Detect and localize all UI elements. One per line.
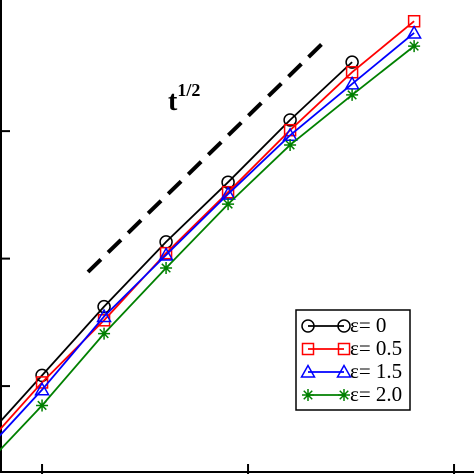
series-line bbox=[0, 20, 415, 431]
marker bbox=[283, 113, 297, 127]
legend-marker bbox=[300, 363, 316, 378]
annotation-sup: 1/2 bbox=[177, 80, 200, 100]
marker bbox=[408, 40, 421, 53]
legend-marker bbox=[302, 389, 314, 401]
marker bbox=[158, 246, 174, 261]
marker bbox=[160, 262, 173, 275]
marker bbox=[406, 24, 422, 39]
legend-marker bbox=[337, 342, 351, 356]
legend-label: ε= 0 bbox=[350, 313, 386, 337]
series-line bbox=[0, 32, 415, 437]
legend-label: ε= 1.5 bbox=[350, 359, 402, 383]
marker bbox=[96, 308, 112, 323]
annotation-base: t bbox=[168, 86, 178, 117]
legend-label: ε= 0.5 bbox=[350, 336, 402, 360]
series-line bbox=[0, 61, 353, 424]
guide-line bbox=[86, 38, 328, 274]
legend-marker bbox=[337, 319, 351, 333]
marker bbox=[222, 198, 235, 211]
marker bbox=[346, 88, 359, 101]
legend-marker bbox=[301, 319, 315, 333]
marker bbox=[34, 381, 50, 396]
marker bbox=[284, 138, 297, 151]
annotation: t1/2 bbox=[168, 80, 200, 117]
marker bbox=[98, 327, 111, 340]
legend-marker bbox=[338, 389, 350, 401]
legend-marker bbox=[301, 342, 315, 356]
series-line bbox=[0, 45, 415, 452]
legend-label: ε= 2.0 bbox=[350, 382, 402, 406]
marker bbox=[345, 55, 359, 69]
marker bbox=[36, 399, 49, 412]
legend-marker bbox=[336, 363, 352, 378]
plot-area bbox=[0, 14, 422, 452]
marker bbox=[97, 299, 111, 314]
